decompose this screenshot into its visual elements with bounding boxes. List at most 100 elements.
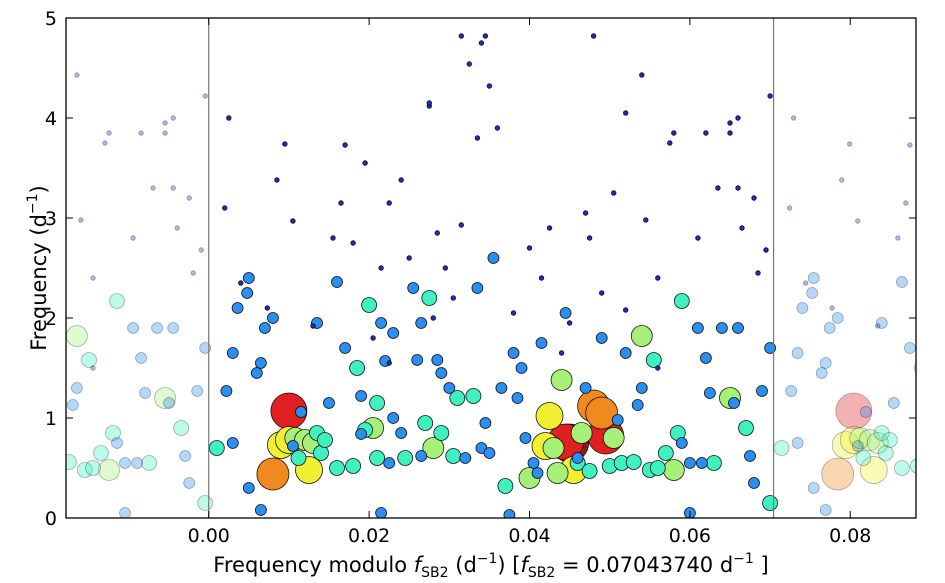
data-point — [582, 210, 589, 216]
data-point-alias — [139, 387, 152, 399]
data-point-alias — [111, 437, 123, 449]
data-point — [570, 422, 593, 444]
data-point-alias — [154, 387, 177, 409]
data-point — [286, 440, 299, 452]
data-point — [645, 352, 662, 368]
y-tick-label: 1 — [45, 408, 57, 430]
x-axis-label-unit-exp: −1 — [477, 551, 498, 567]
data-point-alias — [922, 423, 937, 438]
data-point — [510, 310, 517, 316]
data-point — [756, 385, 768, 397]
data-point — [430, 315, 436, 321]
data-point-alias — [71, 382, 83, 394]
data-point — [611, 414, 624, 426]
x-axis-label-f-sub: SB2 — [421, 565, 448, 581]
data-point-alias — [199, 342, 212, 354]
data-point — [331, 276, 343, 288]
x-axis-label: Frequency modulo fSB2 (d−1) [fSB2 = 0.07… — [213, 551, 768, 581]
data-point — [220, 385, 233, 397]
data-point-alias — [190, 270, 196, 276]
data-point-alias — [802, 280, 809, 286]
data-point — [546, 225, 553, 231]
points-layer — [37, 33, 945, 518]
data-point — [494, 125, 501, 131]
data-point — [546, 462, 569, 484]
data-point-alias — [163, 397, 176, 409]
data-point-alias — [920, 391, 931, 402]
data-point — [639, 72, 645, 78]
data-point-alias — [167, 322, 180, 334]
data-point — [602, 427, 625, 449]
data-point-alias — [875, 317, 888, 329]
data-point — [445, 448, 462, 464]
data-point — [241, 287, 254, 299]
data-point-alias — [141, 455, 158, 471]
data-point-alias — [866, 432, 889, 454]
x-axis-label-prefix: Frequency modulo — [213, 553, 413, 577]
data-point — [579, 382, 592, 394]
data-point — [345, 458, 362, 474]
y-axis-label-exp: −1 — [25, 193, 41, 214]
data-point — [398, 177, 404, 183]
data-point-alias — [49, 456, 64, 471]
data-point-alias — [66, 325, 88, 347]
data-point — [290, 450, 307, 466]
data-point — [274, 177, 280, 183]
data-point-alias — [85, 460, 101, 476]
data-point — [667, 140, 673, 146]
data-point — [386, 360, 392, 366]
data-point-alias — [67, 399, 79, 411]
data-point — [421, 290, 438, 306]
data-point-alias — [773, 440, 790, 456]
data-point — [623, 307, 629, 313]
data-point-alias — [90, 275, 96, 281]
data-point — [415, 450, 428, 462]
data-point — [619, 347, 632, 359]
data-point — [631, 399, 644, 411]
data-point-alias — [131, 457, 144, 469]
x-axis-label-unit: (d — [449, 553, 477, 577]
data-point-alias — [785, 385, 798, 397]
data-point — [535, 402, 564, 430]
data-point-alias — [790, 115, 797, 121]
x-axis-label-eq: = 0.07043740 d — [555, 553, 733, 577]
data-point-alias — [59, 111, 64, 116]
data-point-alias — [186, 195, 192, 201]
data-point — [684, 457, 696, 469]
data-point-alias — [796, 302, 809, 314]
data-point — [755, 270, 761, 276]
data-point — [226, 115, 232, 121]
x-axis-label-eq-exp: −1 — [733, 551, 754, 567]
data-point — [226, 437, 239, 449]
y-tick-label: 2 — [45, 308, 57, 330]
y-tick-label: 3 — [45, 208, 57, 230]
data-point — [474, 135, 481, 141]
y-axis-label-end: ) — [27, 185, 51, 193]
data-point-alias — [173, 420, 190, 436]
data-point — [355, 390, 368, 402]
data-point — [361, 297, 378, 313]
data-point — [595, 332, 608, 344]
data-point-alias — [847, 141, 853, 147]
data-point-alias — [896, 276, 908, 288]
data-point — [507, 347, 520, 359]
data-point — [550, 369, 573, 391]
data-point — [495, 382, 508, 394]
data-point — [295, 406, 307, 418]
x-tick-label: 0.06 — [669, 525, 711, 547]
data-point-alias — [935, 396, 945, 411]
data-point — [581, 463, 598, 479]
data-point — [369, 395, 386, 411]
data-point-alias — [819, 504, 832, 516]
data-point — [727, 120, 733, 126]
data-point-alias — [170, 115, 176, 121]
x-tick-label: 0.04 — [508, 525, 550, 547]
data-point — [623, 110, 629, 116]
data-point-alias — [849, 427, 872, 449]
data-point — [478, 40, 485, 46]
data-point — [744, 450, 756, 462]
data-point-alias — [37, 459, 52, 474]
data-point-alias — [887, 397, 900, 409]
data-point-alias — [202, 93, 208, 99]
